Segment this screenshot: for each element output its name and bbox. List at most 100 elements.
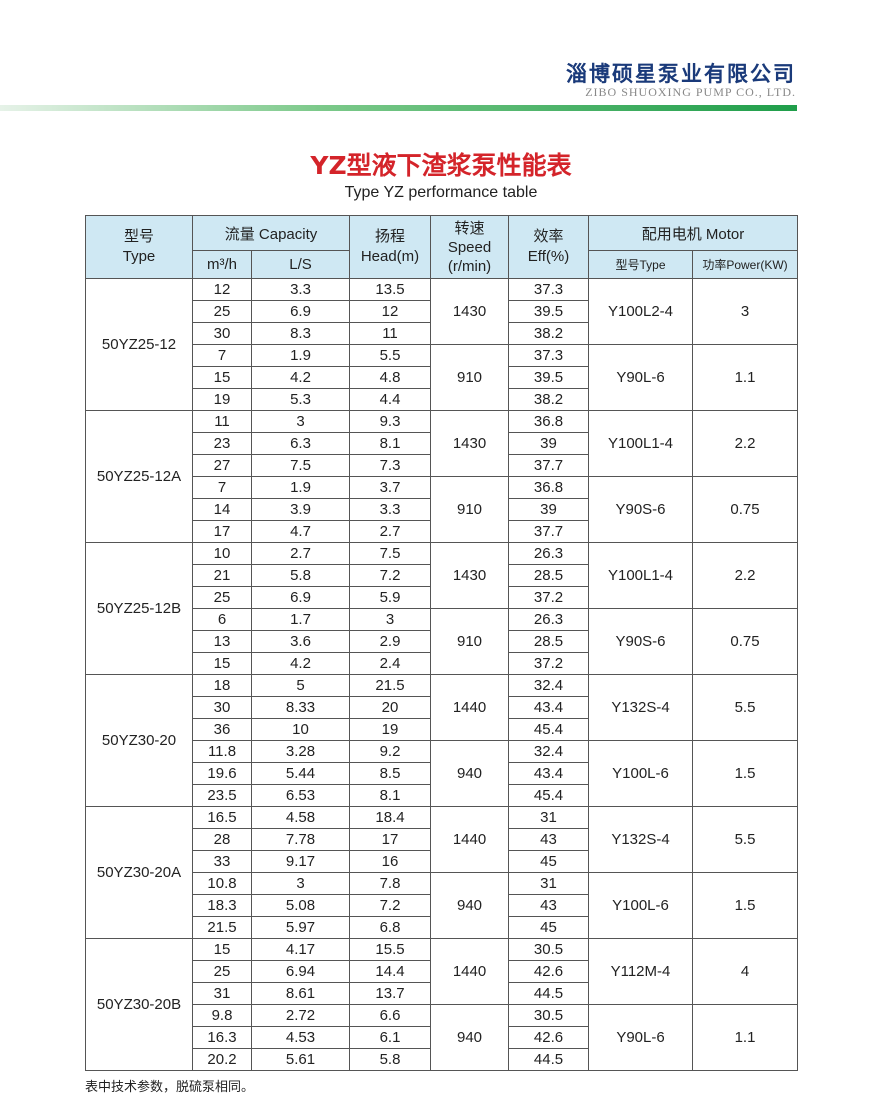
head-cell: 2.9 <box>349 630 431 653</box>
capacity-ls-cell: 4.58 <box>251 806 350 829</box>
speed-cell: 940 <box>430 1004 509 1071</box>
table-row: 27 7.5 7.3 37.7 <box>86 454 798 477</box>
head-cell: 5.9 <box>349 586 431 609</box>
motor-type-cell: Y132S-4 <box>588 806 693 873</box>
head-cell: 7.3 <box>349 454 431 477</box>
capacity-m3h-cell: 14 <box>192 498 252 521</box>
capacity-ls-cell: 5.44 <box>251 762 350 785</box>
motor-type-cell: Y100L1-4 <box>588 410 693 477</box>
head-cell: 19 <box>349 718 431 741</box>
motor-type-cell: Y90L-6 <box>588 344 693 411</box>
head-cell: 7.8 <box>349 872 431 895</box>
table-row: 10.8 3 7.8 940 31 Y100L-6 1.5 <box>86 872 799 939</box>
power-cell: 2.2 <box>691 542 799 609</box>
capacity-ls-cell: 6.53 <box>251 784 350 807</box>
capacity-m3h-cell: 10 <box>192 542 252 565</box>
header-motor: 配用电机 Motor <box>587 215 799 251</box>
capacity-m3h-cell: 25 <box>192 586 252 609</box>
motor-type-cell: Y100L-6 <box>588 872 693 939</box>
eff-cell: 39 <box>508 432 589 455</box>
eff-cell: 36.8 <box>508 410 589 433</box>
eff-cell: 36.8 <box>508 476 589 499</box>
head-cell: 8.1 <box>349 784 431 807</box>
head-cell: 21.5 <box>349 674 431 697</box>
eff-cell: 45.4 <box>508 718 589 741</box>
capacity-ls-cell: 1.9 <box>251 476 350 499</box>
eff-cell: 37.7 <box>508 454 589 477</box>
eff-cell: 42.6 <box>508 1026 589 1049</box>
table-row: 15 4.2 2.4 37.2 <box>86 652 798 675</box>
head-cell: 12 <box>349 300 431 323</box>
capacity-ls-cell: 3 <box>251 410 350 433</box>
power-cell: 5.5 <box>691 806 799 873</box>
eff-cell: 43 <box>508 828 589 851</box>
capacity-ls-cell: 7.5 <box>251 454 350 477</box>
capacity-ls-cell: 4.53 <box>251 1026 350 1049</box>
capacity-m3h-cell: 21 <box>192 564 252 587</box>
head-cell: 3.3 <box>349 498 431 521</box>
table-row: 19.6 5.44 8.5 43.4 <box>86 762 798 785</box>
head-cell: 17 <box>349 828 431 851</box>
header-type: 型号 Type <box>85 215 193 279</box>
capacity-ls-cell: 7.78 <box>251 828 350 851</box>
capacity-ls-cell: 5.61 <box>251 1048 350 1071</box>
motor-type-cell: Y132S-4 <box>588 674 693 741</box>
capacity-ls-cell: 5.97 <box>251 916 350 939</box>
capacity-m3h-cell: 15 <box>192 366 252 389</box>
head-cell: 4.8 <box>349 366 431 389</box>
head-cell: 20 <box>349 696 431 719</box>
power-cell: 1.1 <box>691 1004 799 1071</box>
table-row: 50YZ25-12 12 3.3 13.5 1430 37.3 Y100L2-4 3 <box>85 278 799 411</box>
eff-cell: 43.4 <box>508 696 589 719</box>
capacity-m3h-cell: 7 <box>192 476 252 499</box>
head-cell: 9.3 <box>349 410 431 433</box>
head-cell: 7.5 <box>349 542 431 565</box>
capacity-m3h-cell: 20.2 <box>192 1048 252 1071</box>
model-cell: 50YZ30-20A <box>85 806 193 939</box>
eff-cell: 42.6 <box>508 960 589 983</box>
head-cell: 8.5 <box>349 762 431 785</box>
capacity-m3h-cell: 13 <box>192 630 252 653</box>
eff-cell: 37.2 <box>508 586 589 609</box>
company-name-cn: 淄博硕星泵业有限公司 <box>566 62 796 86</box>
capacity-ls-cell: 3.6 <box>251 630 350 653</box>
capacity-ls-cell: 3.28 <box>251 740 350 763</box>
eff-cell: 37.3 <box>508 344 589 367</box>
head-cell: 14.4 <box>349 960 431 983</box>
table-row: 7 1.9 3.7 910 36.8 Y90S-6 0.75 <box>86 476 799 543</box>
eff-cell: 26.3 <box>508 608 589 631</box>
power-cell: 0.75 <box>691 476 799 543</box>
speed-cell: 1430 <box>430 410 509 477</box>
eff-cell: 30.5 <box>508 1004 589 1027</box>
model-cell: 50YZ25-12B <box>85 542 193 675</box>
capacity-m3h-cell: 12 <box>192 278 252 301</box>
head-cell: 13.5 <box>349 278 431 301</box>
head-cell: 3.7 <box>349 476 431 499</box>
capacity-ls-cell: 9.17 <box>251 850 350 873</box>
header-eff: 效率 Eff(%) <box>508 215 589 279</box>
capacity-m3h-cell: 25 <box>192 300 252 323</box>
eff-cell: 37.7 <box>508 520 589 543</box>
eff-cell: 45 <box>508 850 589 873</box>
motor-type-cell: Y100L2-4 <box>588 278 693 345</box>
head-cell: 5.5 <box>349 344 431 367</box>
eff-cell: 31 <box>508 806 589 829</box>
capacity-ls-cell: 5.3 <box>251 388 350 411</box>
capacity-ls-cell: 1.7 <box>251 608 350 631</box>
head-cell: 7.2 <box>349 894 431 917</box>
capacity-ls-cell: 2.72 <box>251 1004 350 1027</box>
capacity-m3h-cell: 16.5 <box>192 806 252 829</box>
footnote: 表中技术参数，脱硫泵相同。 <box>85 1080 255 1095</box>
capacity-m3h-cell: 27 <box>192 454 252 477</box>
capacity-ls-cell: 3.9 <box>251 498 350 521</box>
capacity-ls-cell: 5 <box>251 674 350 697</box>
power-cell: 1.1 <box>691 344 799 411</box>
header-power: 功率Power(KW) <box>691 250 799 279</box>
table-row: 50YZ30-20 18 5 21.5 1440 32.4 Y132S-4 5.5 <box>85 674 799 807</box>
capacity-ls-cell: 3.3 <box>251 278 350 301</box>
table-row: 18.3 5.08 7.2 43 <box>86 894 798 917</box>
capacity-ls-cell: 1.9 <box>251 344 350 367</box>
head-cell: 15.5 <box>349 938 431 961</box>
head-cell: 3 <box>349 608 431 631</box>
